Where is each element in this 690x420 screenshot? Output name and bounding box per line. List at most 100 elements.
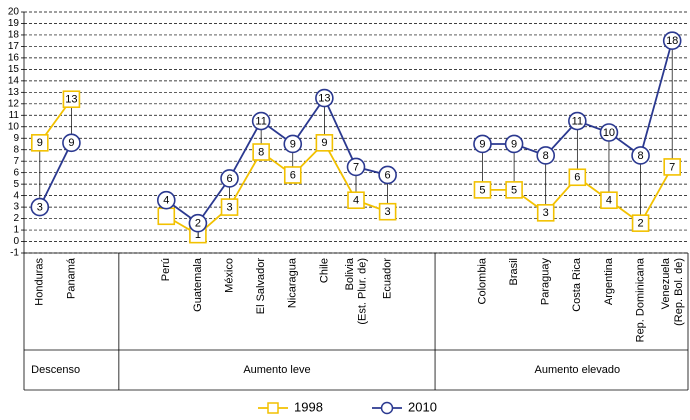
point — [252, 143, 270, 161]
point — [568, 111, 587, 131]
x-tick-label: Bolivia(Est. Plur. de) — [344, 257, 369, 325]
point — [536, 146, 556, 165]
point — [62, 90, 81, 109]
data-label: 5 — [511, 184, 517, 196]
y-tick-label: 7 — [13, 156, 19, 167]
point — [600, 191, 618, 210]
x-tick-label: Costa Rica — [571, 257, 583, 312]
x-tick-label: El Salvador — [255, 258, 267, 315]
data-label: 2 — [638, 218, 644, 230]
y-tick-label: 2 — [13, 213, 19, 224]
point — [505, 181, 523, 199]
legend-marker — [380, 401, 394, 415]
x-tick-label: Paraguay — [540, 258, 552, 306]
y-tick-label: 16 — [8, 53, 20, 64]
point — [568, 168, 587, 187]
point — [283, 134, 303, 154]
point — [631, 214, 650, 232]
y-tick-label: 13 — [8, 87, 20, 98]
point — [536, 204, 555, 222]
point — [662, 31, 682, 50]
point — [283, 166, 302, 184]
x-tick-label: Ecuador — [382, 258, 394, 299]
data-label: 3 — [385, 206, 391, 218]
y-tick-label: 4 — [13, 190, 19, 201]
y-tick-label: 0 — [13, 236, 19, 247]
y-tick-label: 20 — [8, 7, 20, 18]
point — [315, 134, 334, 152]
x-tick-label: Argentina — [603, 257, 615, 305]
data-label: 13 — [318, 92, 330, 104]
point — [378, 202, 397, 221]
legend-marker — [267, 402, 279, 414]
point — [378, 165, 397, 185]
x-tick-label: México — [223, 258, 235, 293]
x-tick-label: Nicaragua — [287, 257, 299, 308]
group-label: Descenso — [31, 364, 80, 376]
data-label: 6 — [226, 173, 232, 185]
data-label: 4 — [606, 195, 612, 207]
point — [156, 190, 176, 210]
data-label: 6 — [385, 169, 391, 181]
point — [473, 134, 492, 154]
data-label: 13 — [65, 94, 77, 106]
x-tick-label: Chile — [318, 258, 330, 283]
data-label: 10 — [603, 127, 615, 139]
legend-label: 1998 — [294, 399, 323, 414]
data-label: 4 — [163, 195, 169, 207]
data-label: 9 — [321, 137, 327, 149]
group-label: Aumento elevado — [535, 364, 621, 376]
point — [663, 158, 681, 176]
data-label: 9 — [479, 138, 485, 150]
data-label: 11 — [255, 115, 266, 127]
point — [157, 207, 176, 226]
data-label: 3 — [226, 202, 232, 214]
point — [251, 111, 271, 131]
x-tick-label: Rep. Dominicana — [634, 257, 646, 342]
data-label: 9 — [37, 137, 43, 149]
point — [599, 123, 619, 142]
y-tick-label: 5 — [13, 179, 19, 190]
x-tick-label: Honduras — [34, 258, 46, 306]
data-label: 2 — [195, 218, 201, 230]
data-label: 3 — [543, 207, 549, 219]
data-label: 9 — [68, 137, 74, 149]
y-tick-label: 8 — [13, 144, 19, 155]
legend-label: 2010 — [408, 399, 437, 414]
x-tick-label: Colombia — [476, 257, 488, 304]
x-tick-label: Guatemala — [192, 257, 204, 312]
data-label: 8 — [638, 150, 644, 162]
point — [631, 146, 650, 165]
y-tick-label: -1 — [10, 248, 19, 259]
data-label: 7 — [353, 161, 359, 173]
x-tick-label: Panamá — [65, 257, 77, 299]
point — [31, 134, 49, 152]
x-tick-label: Brasil — [508, 258, 520, 286]
y-tick-label: 3 — [13, 202, 19, 213]
point — [504, 134, 524, 154]
y-tick-label: 19 — [8, 18, 20, 29]
y-tick-label: 12 — [8, 98, 20, 109]
y-tick-label: 9 — [13, 133, 19, 144]
y-tick-label: 6 — [13, 167, 19, 178]
data-label: 5 — [479, 184, 485, 196]
data-label: 18 — [666, 35, 678, 47]
point — [30, 197, 50, 217]
point — [220, 198, 239, 216]
point — [188, 213, 208, 233]
data-label: 9 — [290, 138, 296, 150]
y-tick-label: 1 — [13, 225, 19, 236]
y-tick-label: 18 — [8, 30, 20, 41]
point — [346, 157, 366, 177]
data-label: 3 — [37, 202, 43, 214]
x-tick-label: Perú — [160, 258, 172, 281]
point — [315, 88, 334, 108]
point — [473, 181, 492, 199]
data-label: 8 — [258, 146, 264, 158]
point — [62, 133, 81, 153]
data-label: 8 — [543, 150, 549, 162]
point — [220, 169, 239, 188]
x-tick-label: Venezuela(Rep. Bol. de) — [660, 257, 685, 326]
data-label: 6 — [290, 169, 296, 181]
